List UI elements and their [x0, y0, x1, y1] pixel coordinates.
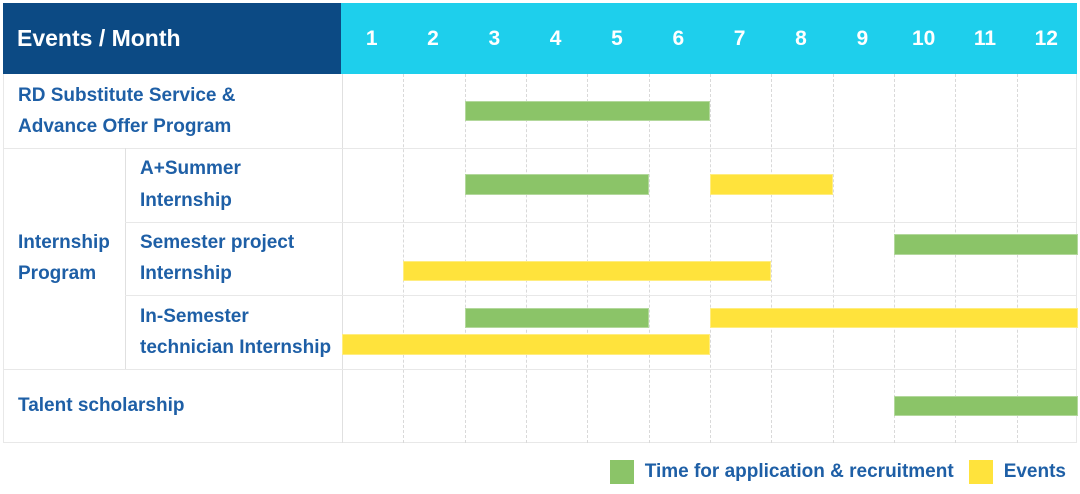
month-label: 8 [795, 26, 807, 50]
row-separator [4, 369, 1076, 371]
month-grid-line [648, 74, 650, 443]
row-label: In-Semester technician Internship [140, 305, 332, 359]
group-label: Internship Program [18, 232, 110, 285]
legend-item-event: Events [968, 460, 1066, 484]
month-label: 6 [672, 26, 685, 50]
month-grid-line [587, 74, 589, 443]
table-header: Events / Month 1 2 3 4 5 6 7 8 9 10 11 12 [3, 3, 1077, 74]
legend-swatch-event [968, 460, 993, 484]
gantt-bar-application [464, 174, 649, 195]
row-separator [125, 295, 1076, 297]
header-title: Events / Month [3, 3, 341, 74]
gantt-bar-event [342, 334, 710, 355]
gantt-body: RD Substitute Service & Advance Offer Pr… [3, 74, 1078, 443]
month-grid-line [403, 74, 405, 443]
month-label: 2 [427, 26, 439, 50]
month-grid-line [710, 74, 711, 443]
row-separator [4, 147, 1076, 149]
month-grid-line [771, 74, 773, 443]
legend-swatch-application [609, 460, 634, 484]
month-grid-line [894, 74, 895, 443]
legend: Time for application & recruitment Events [609, 458, 1066, 486]
month-label: 7 [733, 26, 746, 50]
row-label: Talent scholarship [18, 395, 185, 417]
gantt-bar-application [464, 100, 710, 121]
legend-label: Time for application & recruitment [644, 461, 954, 482]
month-label: 11 [973, 26, 997, 50]
gantt-bar-application [894, 234, 1078, 255]
group-divider [125, 147, 126, 370]
month-label: 1 [365, 26, 378, 50]
month-grid-line [955, 74, 957, 443]
row-label: Semester project Internship [140, 232, 295, 285]
month-label: 12 [1034, 26, 1058, 50]
row-label: A+Summer Internship [140, 158, 241, 211]
gantt-bar-event [403, 260, 772, 282]
events-month-table: Events / Month 1 2 3 4 5 6 7 8 9 10 11 12 RD Substi… [3, 3, 1078, 443]
gantt-bar-event [710, 174, 833, 195]
month-label: 10 [911, 26, 936, 50]
legend-item-application: Time for application & recruitment [609, 460, 954, 484]
month-grid-line [832, 74, 834, 443]
legend-label: Events [1003, 461, 1066, 482]
month-label: 4 [549, 26, 562, 50]
gantt-bar-event [710, 307, 1078, 329]
month-label: 9 [856, 26, 869, 50]
month-label: 5 [611, 26, 623, 50]
gantt-bar-application [464, 307, 649, 329]
month-header-row: 1 2 3 4 5 6 7 8 9 10 11 12 [341, 3, 1077, 74]
month-grid-line [464, 74, 466, 443]
gantt-bar-application [894, 395, 1078, 417]
month-grid-line [526, 74, 527, 443]
row-separator [125, 221, 1076, 223]
month-grid-line [1016, 74, 1018, 443]
label-chart-divider [342, 74, 343, 443]
month-label: 3 [488, 26, 501, 50]
row-label: RD Substitute Service & Advance Offer Pr… [18, 84, 236, 137]
